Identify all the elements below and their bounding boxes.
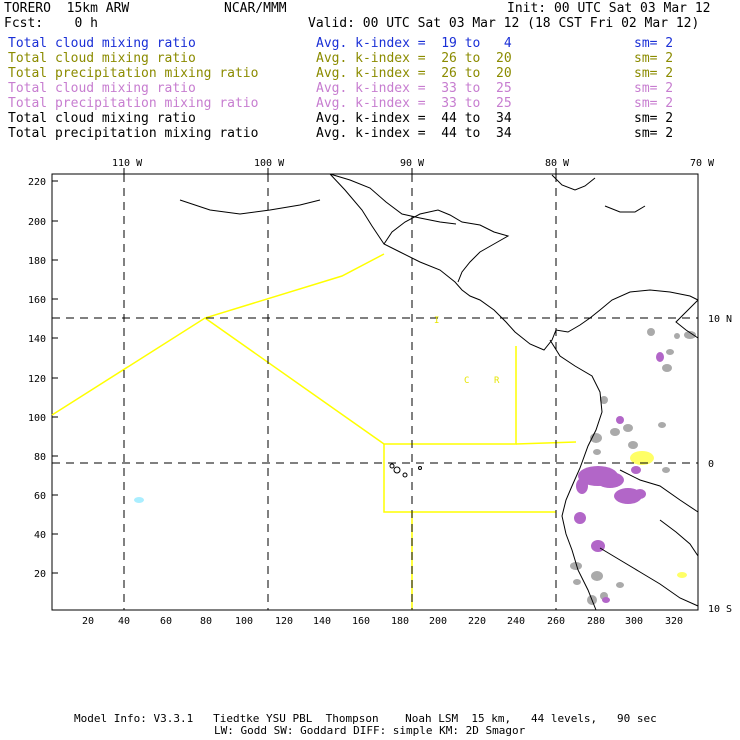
legend-field: Total cloud mixing ratio (8, 81, 196, 96)
y-tick: 220 (28, 177, 46, 188)
lon-label: 110 W (112, 158, 143, 169)
y-tick: 120 (28, 374, 46, 385)
map-frame (51, 173, 699, 611)
x-tick: 300 (625, 616, 643, 627)
x-tick: 80 (200, 616, 212, 627)
x-tick: 20 (82, 616, 94, 627)
x-tick: 100 (235, 616, 253, 627)
coastlines (179, 173, 699, 611)
region-label: R (494, 376, 500, 386)
legend-field: Total cloud mixing ratio (8, 51, 196, 66)
y-tick: 140 (28, 334, 46, 345)
legend-field: Total precipitation mixing ratio (8, 126, 259, 141)
y-tick: 40 (34, 530, 46, 541)
legend-sm: sm= 2 (634, 96, 674, 111)
lon-label: 90 W (400, 158, 425, 169)
footer-model-info: Model Info: V3.3.1 Tiedtke YSU PBL Thomp… (74, 712, 657, 725)
x-tick: 180 (391, 616, 409, 627)
x-tick: 120 (275, 616, 293, 627)
legend-kindex: Avg. k-index = 33 to 25 (316, 96, 512, 111)
legend-field: Total cloud mixing ratio (8, 111, 196, 126)
y-tick: 160 (28, 295, 46, 306)
x-tick: 40 (118, 616, 130, 627)
latitude-labels: 10 N 0 10 S (708, 314, 732, 615)
lon-label: 70 W (690, 158, 715, 169)
region-label: I (434, 316, 439, 326)
legend-kindex: Avg. k-index = 26 to 20 (316, 66, 512, 81)
x-tick: 240 (507, 616, 525, 627)
top-ticks (123, 168, 557, 174)
footer-physics-info: LW: Godd SW: Goddard DIFF: simple KM: 2D… (214, 724, 526, 737)
lon-label: 100 W (254, 158, 285, 169)
y-tick-marks (52, 180, 58, 574)
x-tick: 200 (429, 616, 447, 627)
legend-field: Total precipitation mixing ratio (8, 66, 259, 81)
legend-field: Total precipitation mixing ratio (8, 96, 259, 111)
cloud-field-cyan (134, 497, 144, 503)
x-tick: 320 (665, 616, 683, 627)
lat-label: 10 S (708, 604, 732, 615)
valid-time: Valid: 00 UTC Sat 03 Mar 12 (18 CST Fri … (308, 16, 700, 31)
precip-field-purple (574, 352, 664, 603)
lat-label: 0 (708, 459, 714, 470)
y-tick: 20 (34, 569, 46, 580)
cloud-field-yellow (630, 451, 687, 578)
x-tick: 220 (468, 616, 486, 627)
x-axis-ticks: 20 40 60 80 100 120 140 160 180 200 220 … (82, 616, 683, 627)
x-tick: 260 (547, 616, 565, 627)
region-labels: C R I (434, 316, 500, 386)
x-tick: 160 (352, 616, 370, 627)
forecast-hour: Fcst: 0 h (4, 16, 98, 31)
lat-lon-grid (52, 174, 698, 610)
legend-kindex: Avg. k-index = 33 to 25 (316, 81, 512, 96)
y-tick: 80 (34, 452, 46, 463)
legend-kindex: Avg. k-index = 44 to 34 (316, 111, 512, 126)
x-tick: 140 (313, 616, 331, 627)
y-tick: 180 (28, 256, 46, 267)
lon-label: 80 W (545, 158, 570, 169)
legend-kindex: Avg. k-index = 19 to 4 (316, 36, 512, 51)
cloud-field-gray (570, 328, 696, 605)
legend-field: Total cloud mixing ratio (8, 36, 196, 51)
legend-sm: sm= 2 (634, 111, 674, 126)
legend-sm: sm= 2 (634, 126, 674, 141)
y-axis-ticks: 220 200 180 160 140 120 100 80 60 40 20 (28, 177, 46, 580)
y-tick: 100 (28, 413, 46, 424)
x-tick: 60 (160, 616, 172, 627)
model-title: TORERO 15km ARW (4, 1, 130, 16)
region-label: C (464, 376, 469, 386)
y-tick: 60 (34, 491, 46, 502)
longitude-labels: 110 W 100 W 90 W 80 W 70 W (112, 158, 715, 169)
legend-kindex: Avg. k-index = 26 to 20 (316, 51, 512, 66)
lat-label: 10 N (708, 314, 732, 325)
x-tick: 280 (587, 616, 605, 627)
legend-sm: sm= 2 (634, 51, 674, 66)
center-label: NCAR/MMM (224, 1, 287, 16)
init-time: Init: 00 UTC Sat 03 Mar 12 (507, 1, 711, 16)
y-tick: 200 (28, 217, 46, 228)
legend-sm: sm= 2 (634, 36, 674, 51)
legend-sm: sm= 2 (634, 66, 674, 81)
legend-sm: sm= 2 (634, 81, 674, 96)
legend-kindex: Avg. k-index = 44 to 34 (316, 126, 512, 141)
